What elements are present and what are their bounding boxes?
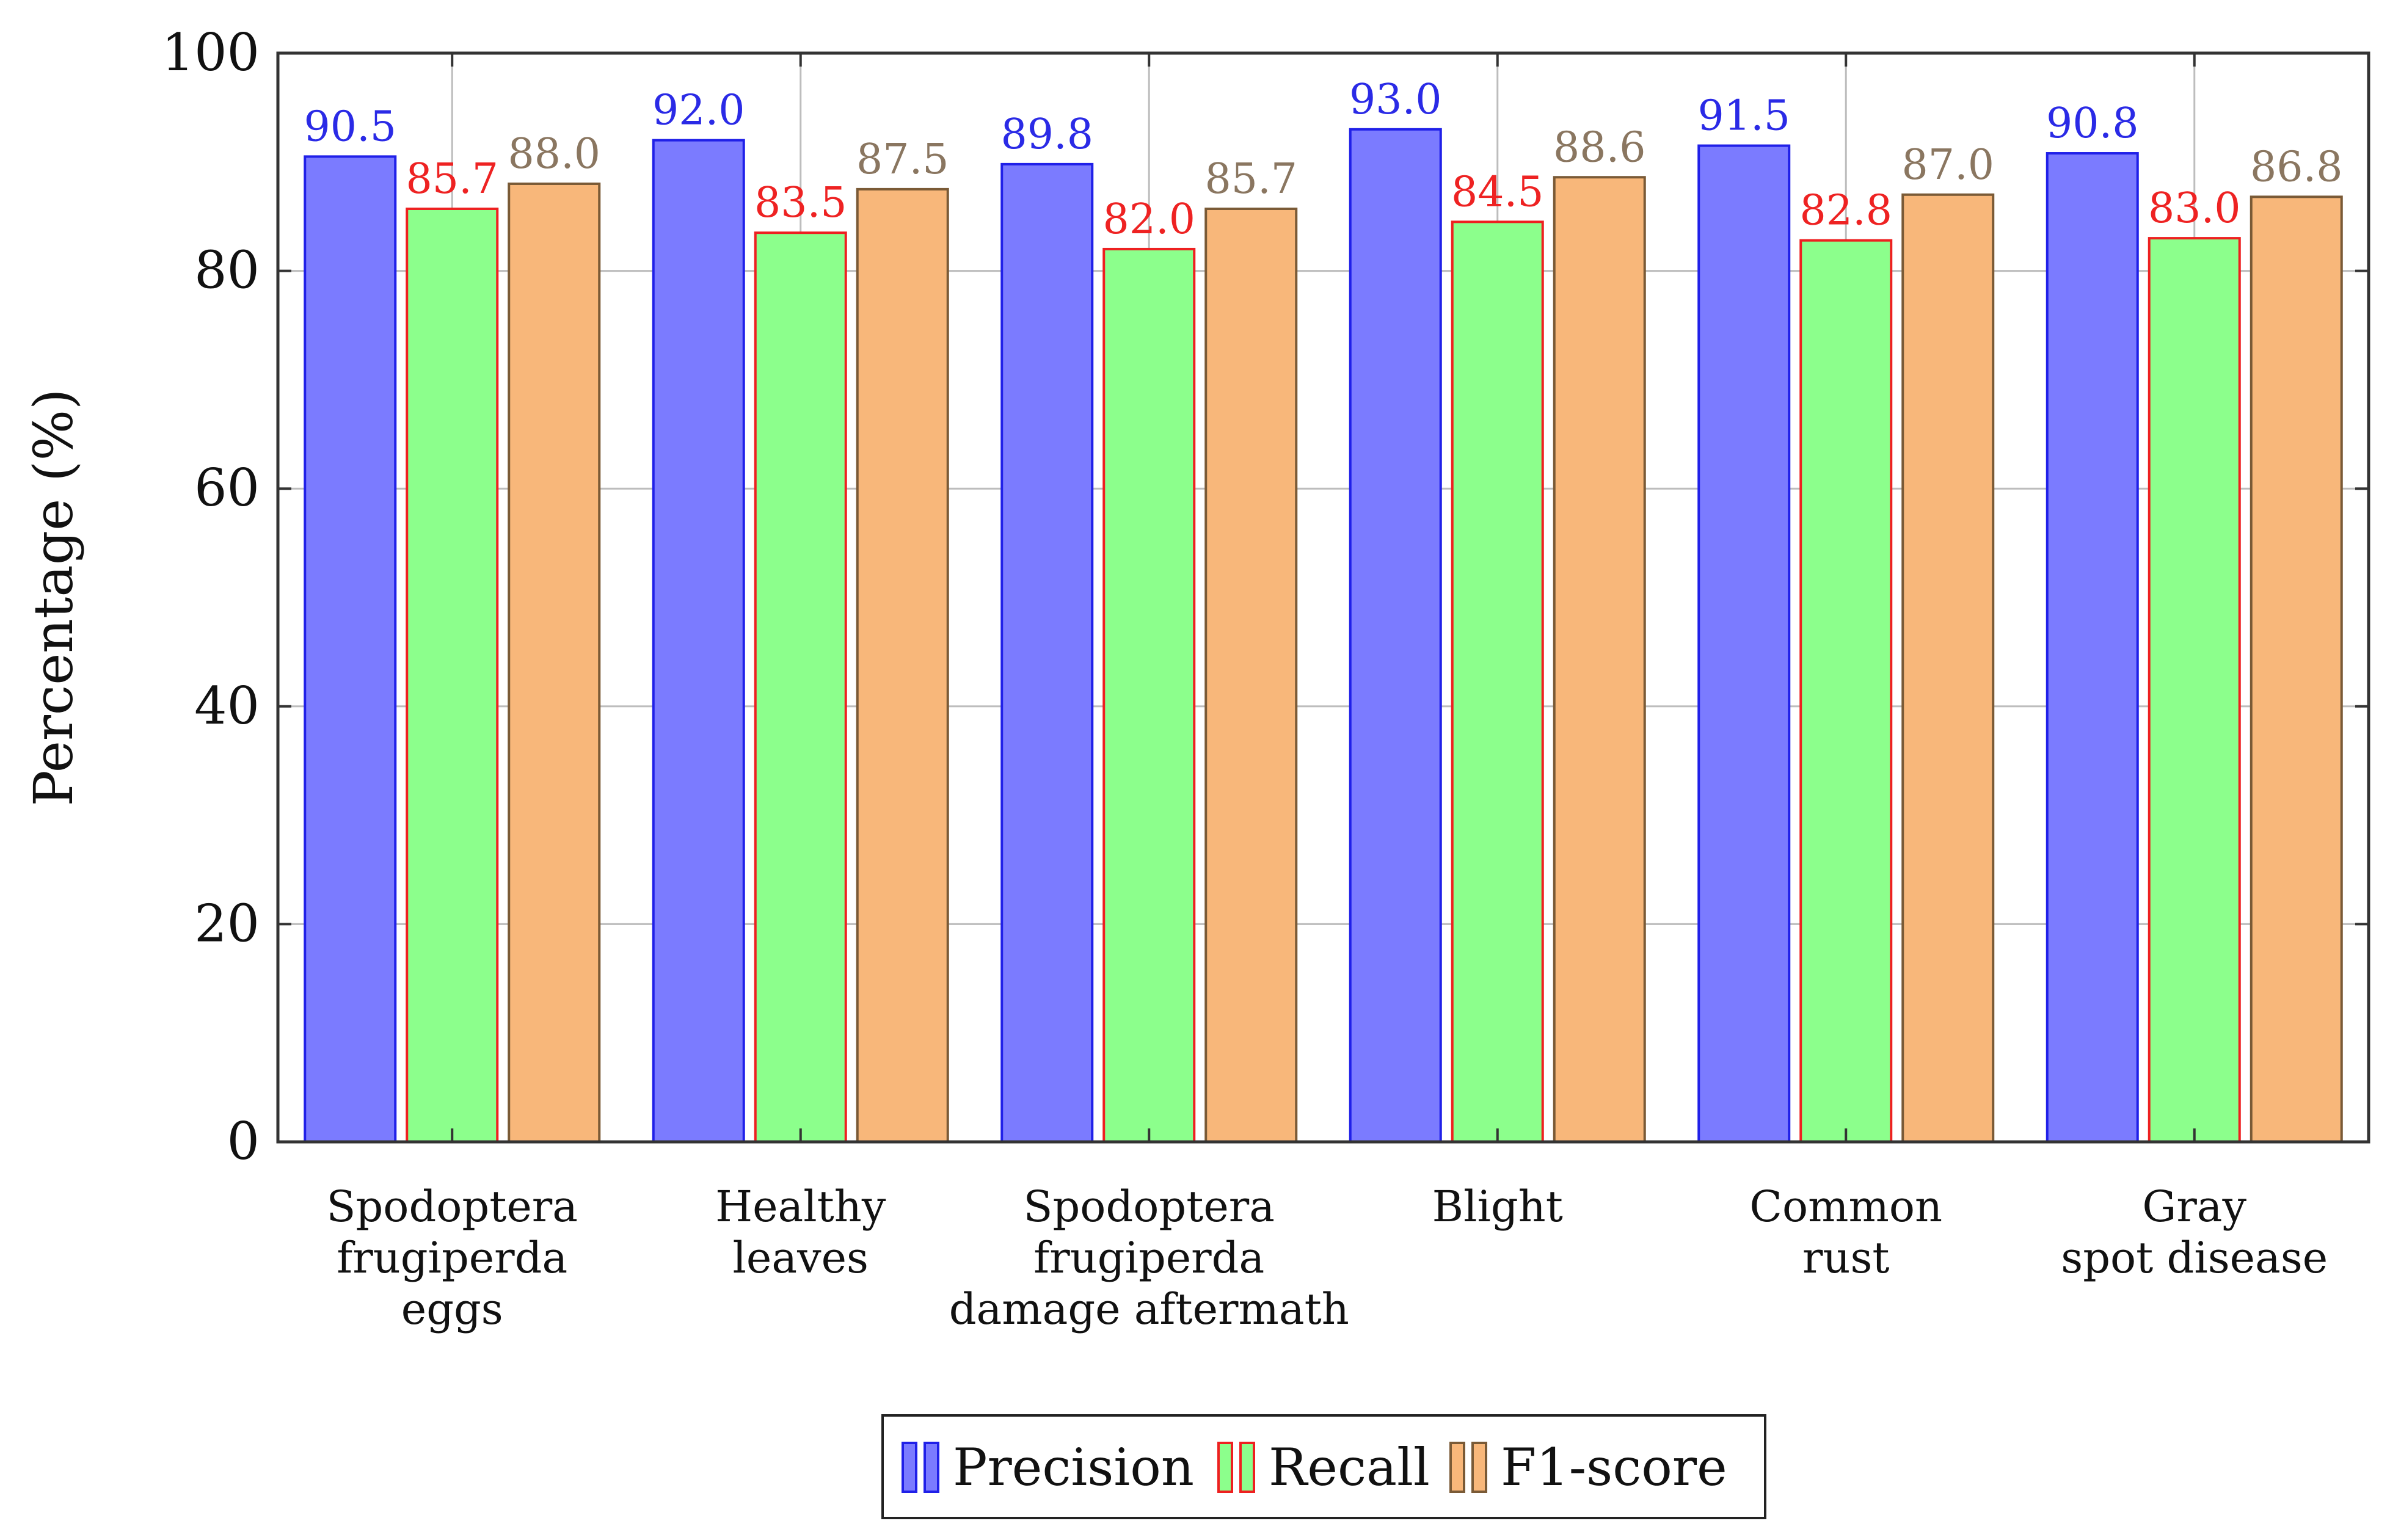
data-label-f1-score-3: 88.6 xyxy=(1553,123,1645,172)
ytick-label-100: 100 xyxy=(162,23,260,82)
category-label-line: frugiperda xyxy=(1033,1233,1264,1283)
category-label-2: Spodoptera frugiperda damage aftermath xyxy=(949,1182,1349,1334)
y-ticks: 0 20 40 60 80 100 xyxy=(162,23,2369,1171)
data-label-f1-score-5: 86.8 xyxy=(2250,143,2342,191)
data-labels: 90.5 92.0 89.8 93.0 91.5 90.8 85.7 83.5 82.0 84.5… xyxy=(304,76,2343,244)
ytick-label-0: 0 xyxy=(227,1111,260,1171)
plot-frame xyxy=(276,51,2370,1144)
category-label-line: Gray xyxy=(2142,1182,2246,1232)
bar-f1-score-2 xyxy=(1204,207,1298,1143)
data-label-recall-5: 83.0 xyxy=(2148,184,2240,233)
y-axis-title: Percentage (%) xyxy=(22,389,85,807)
category-label-line: leaves xyxy=(733,1233,869,1283)
category-label-line: Common xyxy=(1749,1182,1942,1232)
legend-swatch-f1-score xyxy=(1449,1442,1465,1493)
category-label-line: Spodoptera xyxy=(1024,1182,1275,1232)
category-label-3: Blight xyxy=(1432,1182,1563,1232)
category-label-1: Healthy leaves xyxy=(715,1182,886,1283)
data-label-recall-2: 82.0 xyxy=(1103,195,1195,244)
data-label-recall-1: 83.5 xyxy=(754,179,847,227)
bar-precision-4 xyxy=(1697,144,1791,1143)
bars-layer xyxy=(304,128,2343,1144)
category-label-line: Blight xyxy=(1432,1182,1563,1232)
data-label-recall-3: 84.5 xyxy=(1451,168,1543,216)
ytick-label-20: 20 xyxy=(194,893,260,953)
category-label-0: Spodoptera frugiperda eggs xyxy=(327,1182,578,1334)
data-label-precision-0: 90.5 xyxy=(304,103,396,151)
legend-label-f1-score: F1-score xyxy=(1501,1437,1727,1497)
legend-label-recall: Recall xyxy=(1269,1437,1430,1497)
bar-recall-1 xyxy=(754,231,847,1144)
bar-f1-score-1 xyxy=(856,187,949,1143)
bar-precision-3 xyxy=(1349,128,1442,1143)
ytick-label-40: 40 xyxy=(194,676,260,736)
data-label-f1-score-0: 88.0 xyxy=(508,130,600,178)
category-label-line: eggs xyxy=(401,1284,503,1334)
bar-recall-2 xyxy=(1102,247,1196,1144)
data-label-precision-2: 89.8 xyxy=(1001,111,1093,159)
bar-recall-5 xyxy=(2148,237,2241,1143)
data-label-precision-1: 92.0 xyxy=(652,87,745,135)
bar-f1-score-4 xyxy=(1901,193,1995,1143)
bar-recall-0 xyxy=(406,207,499,1143)
data-label-recall-4: 82.8 xyxy=(1800,187,1892,235)
bar-f1-score-5 xyxy=(2250,195,2343,1144)
data-label-recall-0: 85.7 xyxy=(406,155,498,203)
legend-swatch-recall xyxy=(1217,1442,1233,1493)
bar-recall-4 xyxy=(1799,239,1893,1143)
category-label-line: rust xyxy=(1802,1233,1890,1283)
data-label-f1-score-1: 87.5 xyxy=(856,136,949,184)
legend: Precision Recall F1-score xyxy=(881,1414,1766,1519)
category-label-5: Gray spot disease xyxy=(2061,1182,2328,1283)
ytick-label-80: 80 xyxy=(194,241,260,300)
data-label-precision-3: 93.0 xyxy=(1349,76,1441,124)
category-label-line: Spodoptera xyxy=(327,1182,578,1232)
legend-label-precision: Precision xyxy=(953,1437,1194,1497)
ytick-label-60: 60 xyxy=(194,458,260,518)
bar-f1-score-0 xyxy=(508,182,601,1144)
category-label-line: spot disease xyxy=(2061,1233,2328,1283)
data-label-precision-5: 90.8 xyxy=(2046,100,2138,148)
bar-f1-score-3 xyxy=(1553,176,1646,1144)
legend-box xyxy=(881,1414,1766,1519)
category-label-line: damage aftermath xyxy=(949,1284,1349,1334)
data-label-f1-score-2: 85.7 xyxy=(1205,155,1297,203)
legend-swatch-precision xyxy=(924,1442,939,1493)
category-label-4: Common rust xyxy=(1749,1182,1942,1283)
data-label-precision-4: 91.5 xyxy=(1698,92,1790,140)
bar-recall-3 xyxy=(1451,220,1544,1143)
data-label-f1-score-4: 87.0 xyxy=(1902,141,1994,189)
legend-swatch-precision xyxy=(902,1442,917,1493)
bar-precision-2 xyxy=(1000,162,1094,1144)
bar-precision-1 xyxy=(652,139,745,1143)
category-label-line: Healthy xyxy=(715,1182,886,1232)
bar-precision-0 xyxy=(304,155,397,1143)
category-label-line: frugiperda xyxy=(337,1233,567,1283)
bar-precision-5 xyxy=(2046,152,2139,1143)
legend-swatch-recall xyxy=(1239,1442,1255,1493)
legend-swatch-f1-score xyxy=(1471,1442,1487,1493)
